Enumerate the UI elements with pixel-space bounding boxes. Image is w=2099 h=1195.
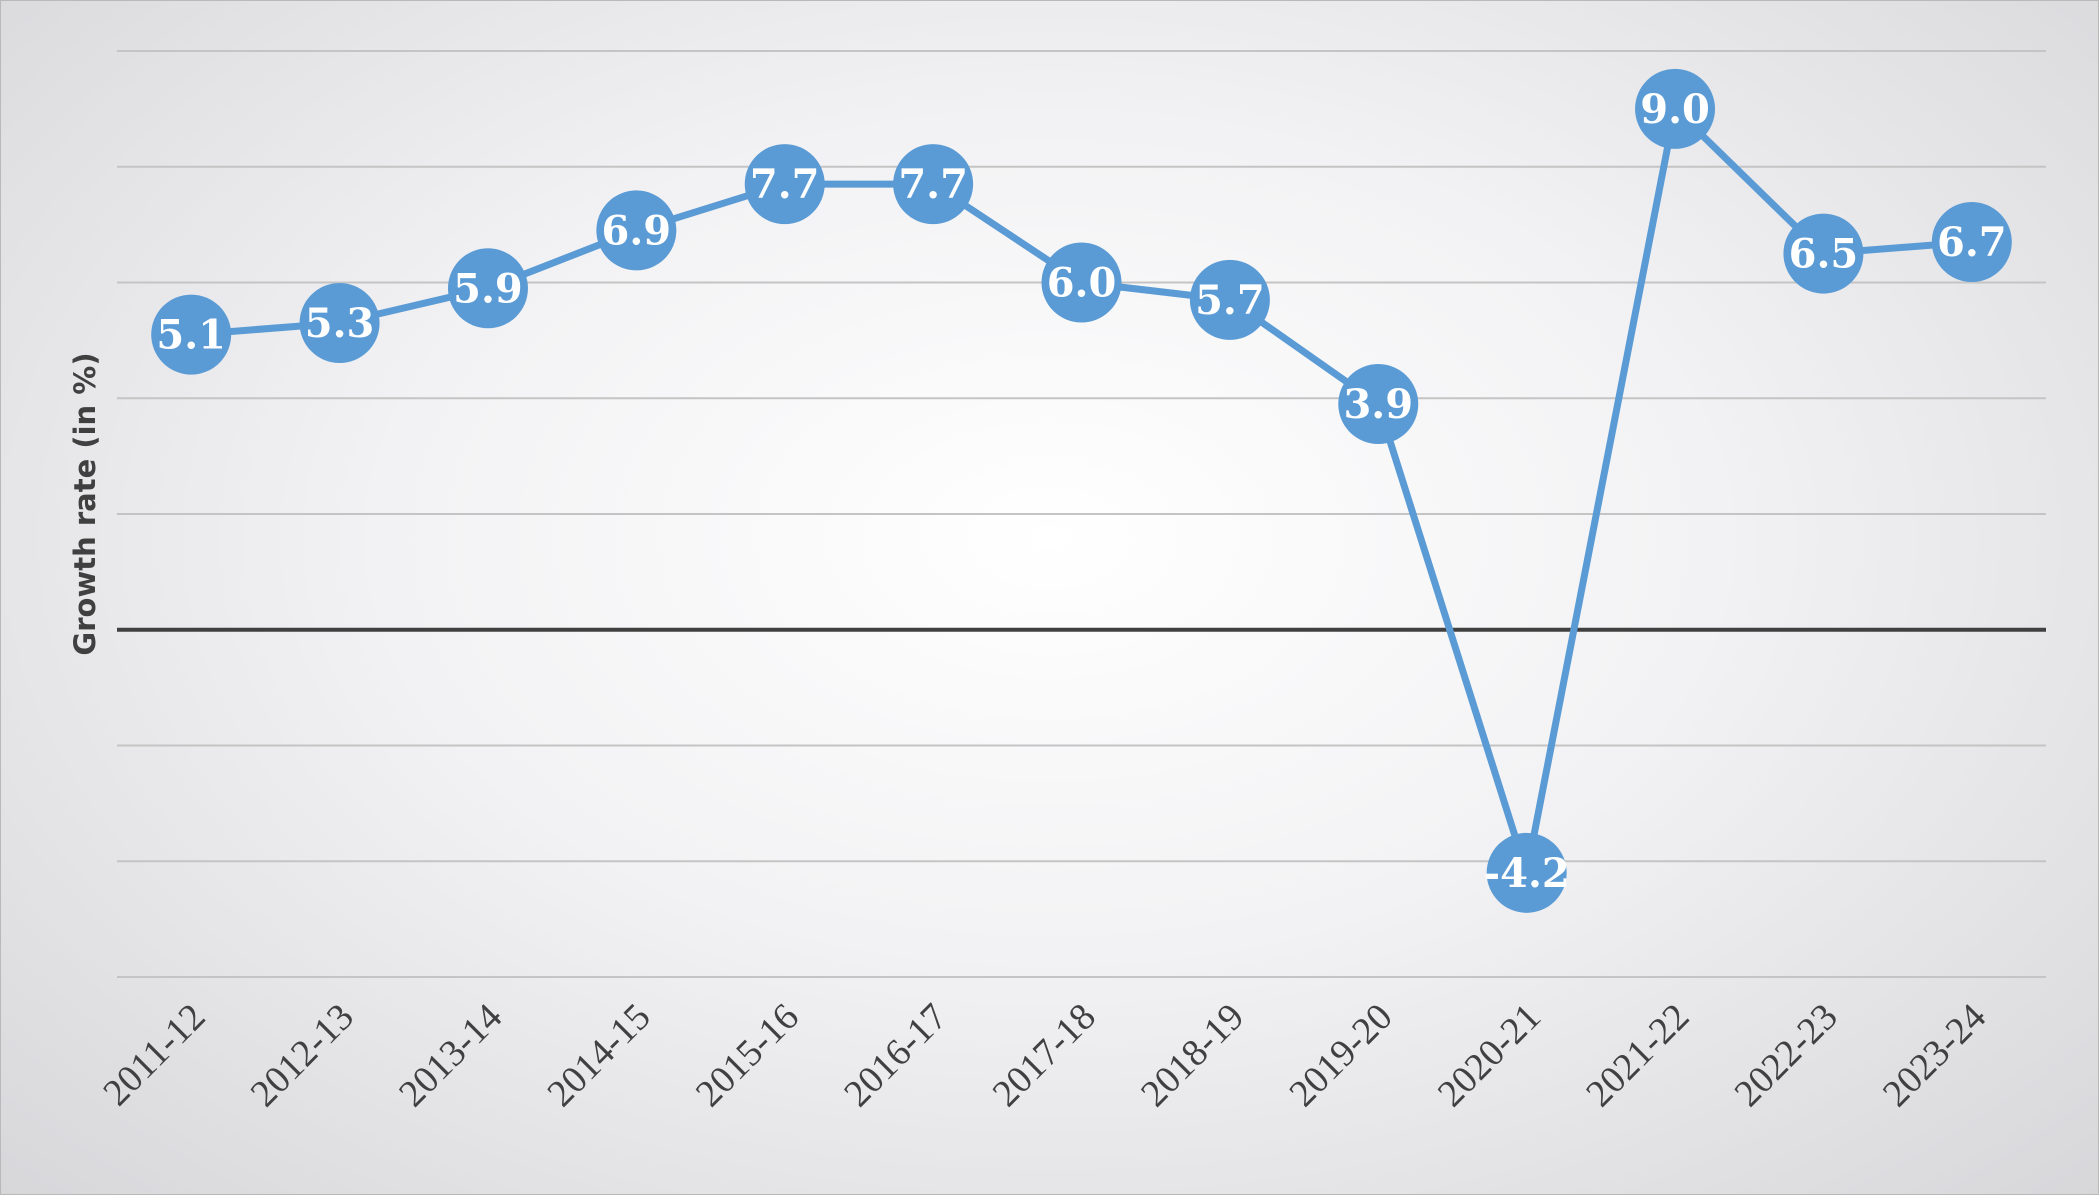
data-point-marker: [1041, 242, 1122, 323]
data-label: 5.1: [156, 312, 226, 359]
data-point-marker: [1486, 832, 1567, 913]
x-tick-label: 2023-24: [1875, 996, 1994, 1115]
x-tick-label: 2011-12: [95, 996, 213, 1114]
y-axis-title: Growth rate (in %): [68, 352, 102, 655]
data-label: -4.2: [1484, 850, 1570, 897]
data-label: 9.0: [1640, 86, 1710, 133]
data-label: 6.7: [1937, 219, 2007, 266]
x-tick-label: 2015-16: [688, 996, 807, 1115]
gridlines: [117, 50, 2046, 978]
data-point-marker: [299, 283, 380, 364]
data-point-marker: [1931, 201, 2012, 282]
x-tick-label: 2013-14: [391, 996, 510, 1115]
x-tick-label: 2017-18: [985, 996, 1104, 1115]
x-tick-label: 2016-17: [836, 996, 955, 1115]
data-point-marker: [447, 248, 528, 329]
x-tick-label: 2012-13: [243, 996, 362, 1115]
x-tick-label: 2014-15: [539, 996, 658, 1115]
x-tick-label: 2018-19: [1133, 996, 1252, 1115]
x-axis-tick-labels: 2011-12 2012-13 2013-14 2014-15 2015-16 2016-…: [95, 996, 1994, 1115]
data-point-marker: [1635, 68, 1716, 149]
data-label: 6.5: [1789, 231, 1859, 278]
data-point-marker: [893, 144, 974, 225]
data-point-marker: [744, 144, 825, 225]
x-tick-label: 2022-23: [1727, 996, 1846, 1115]
data-point-marker: [1338, 364, 1419, 445]
data-point-marker: [151, 294, 232, 375]
data-label: 6.0: [1047, 260, 1117, 307]
data-point-marker: [1783, 213, 1864, 294]
data-label: 5.3: [305, 300, 375, 347]
data-label: 7.7: [750, 161, 820, 208]
data-label: 3.9: [1343, 381, 1413, 428]
data-label: 5.9: [453, 265, 523, 312]
x-tick-label: 2021-22: [1578, 996, 1697, 1115]
x-tick-label: 2020-21: [1430, 996, 1549, 1115]
data-point-marker: [596, 190, 677, 271]
data-label: 5.7: [1195, 277, 1265, 324]
data-point-marker: [1189, 259, 1270, 340]
data-label: 7.7: [898, 161, 968, 208]
data-label: 6.9: [602, 207, 672, 254]
series-line: [190, 105, 1973, 877]
x-tick-label: 2019-20: [1281, 996, 1400, 1115]
series-line-layer: [190, 105, 1973, 877]
data-markers: 5.1 5.3 5.9 6.9 7.7 7.7 6.0 5.7 3.9 -4.2 9.0 6.5 6.7: [151, 68, 2012, 913]
